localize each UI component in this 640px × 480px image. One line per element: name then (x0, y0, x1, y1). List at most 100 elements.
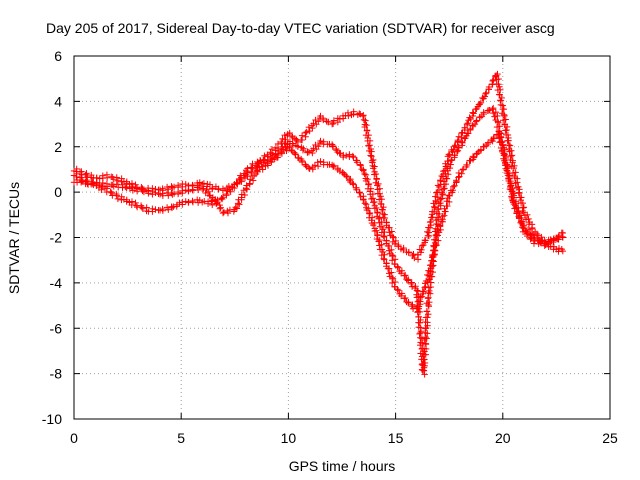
data-point (360, 167, 367, 174)
data-point (385, 224, 392, 231)
data-point (370, 165, 377, 172)
data-point (388, 246, 395, 254)
data-point (499, 142, 507, 149)
data-point (432, 225, 440, 232)
data-point (368, 195, 375, 203)
data-point (368, 153, 375, 160)
data-point (422, 314, 430, 321)
data-point (443, 163, 450, 170)
data-point (305, 123, 313, 131)
data-point (492, 108, 499, 116)
data-point (366, 142, 373, 149)
y-tick-labels: -10 -8 -6 -4 -2 0 2 4 6 (42, 48, 62, 427)
data-point (234, 180, 241, 188)
data-point (349, 180, 356, 187)
data-point (496, 91, 503, 98)
data-point (247, 176, 254, 183)
data-point (289, 140, 296, 147)
data-point (506, 148, 513, 155)
data-point (361, 200, 369, 207)
data-point (445, 198, 453, 206)
data-point (278, 146, 285, 153)
data-point (388, 257, 396, 264)
data-point (420, 241, 427, 249)
data-point (508, 182, 515, 189)
data-point (279, 135, 286, 143)
data-point (325, 118, 332, 126)
data-point (555, 245, 563, 252)
data-point (261, 156, 269, 163)
data-point (358, 165, 365, 173)
data-point (445, 191, 453, 199)
data-point (454, 136, 462, 144)
data-point (169, 184, 176, 191)
data-point (375, 215, 382, 222)
data-point (446, 164, 454, 172)
data-point (480, 143, 487, 150)
data-point (216, 205, 224, 212)
data-point (463, 161, 471, 169)
data-point (209, 185, 216, 193)
y-tick-label: -8 (50, 366, 63, 382)
data-point (360, 196, 367, 204)
data-point (520, 209, 527, 216)
data-point (503, 123, 511, 131)
data-point (432, 232, 440, 239)
data-point (430, 242, 437, 249)
data-point (315, 143, 322, 150)
data-point (219, 194, 227, 201)
data-point (559, 234, 567, 241)
axis-ticks (73, 55, 611, 420)
data-point (317, 158, 324, 165)
data-point (464, 119, 472, 127)
data-point (294, 138, 302, 146)
data-point (371, 227, 379, 235)
data-point (469, 109, 476, 116)
data-point (422, 333, 429, 341)
data-point (208, 198, 215, 205)
data-point (384, 265, 392, 272)
data-point (538, 238, 545, 245)
data-point (305, 164, 313, 172)
data-point (359, 112, 367, 120)
data-point (440, 168, 447, 175)
data-point (362, 177, 370, 185)
data-point (165, 206, 172, 213)
data-point (435, 206, 442, 213)
data-point (454, 147, 462, 154)
data-point (317, 137, 324, 145)
data-point (159, 192, 167, 199)
data-point (379, 248, 387, 256)
data-point (133, 185, 141, 193)
data-point (238, 174, 245, 181)
data-point (512, 169, 519, 176)
data-point (282, 136, 289, 143)
data-point (443, 175, 451, 182)
data-point (128, 183, 135, 191)
y-tick-label: 4 (54, 93, 62, 109)
data-point (294, 154, 302, 161)
data-point (434, 182, 442, 189)
data-point (430, 253, 437, 261)
data-point (455, 143, 463, 151)
data-point (165, 186, 172, 193)
data-point (508, 152, 516, 159)
data-point (436, 210, 443, 218)
data-point (394, 287, 402, 294)
data-point (302, 129, 309, 137)
data-point (374, 231, 381, 238)
data-point (248, 168, 255, 176)
data-point (472, 118, 480, 125)
data-point (380, 214, 387, 222)
data-point (466, 126, 474, 134)
data-point (113, 174, 120, 181)
data-point (516, 190, 523, 197)
data-point (377, 200, 385, 207)
data-point (394, 263, 401, 270)
data-point (441, 212, 448, 219)
data-point (458, 170, 465, 177)
data-point (310, 145, 317, 152)
data-point (450, 183, 457, 190)
data-point (504, 167, 511, 175)
data-point (421, 371, 428, 378)
